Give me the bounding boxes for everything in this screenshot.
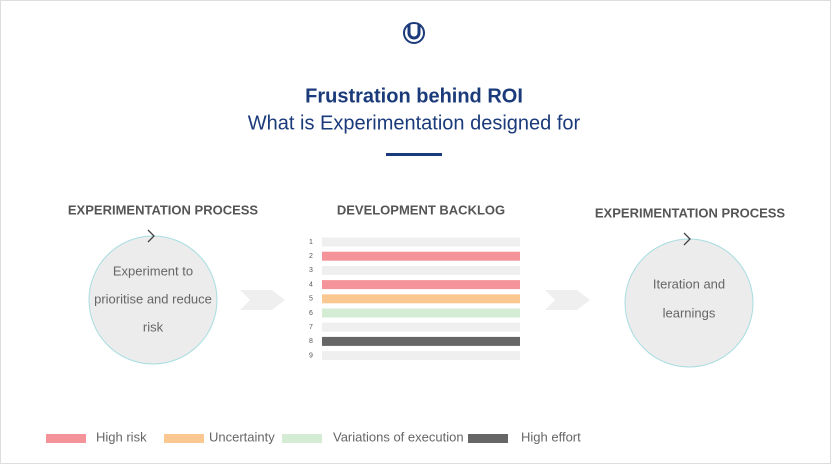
legend-swatch bbox=[282, 434, 322, 443]
legend: High risk Uncertainty Variations of execut… bbox=[46, 429, 581, 444]
backlog-row bbox=[322, 237, 520, 247]
row-number: 6 bbox=[309, 310, 313, 317]
backlog-row bbox=[322, 351, 520, 361]
backlog-row bbox=[322, 265, 520, 275]
chevron bbox=[683, 232, 691, 246]
circle-text: Iteration and bbox=[653, 276, 725, 291]
chevron bbox=[147, 229, 155, 243]
row-number: 2 bbox=[309, 253, 313, 260]
backlog-row bbox=[322, 322, 520, 332]
section-heading: EXPERIMENTATION PROCESS bbox=[68, 202, 259, 217]
backlog: 1 2 3 4 5 6 7 8 9 bbox=[309, 237, 520, 361]
backlog-row bbox=[322, 336, 520, 346]
title: Frustration behind ROI bbox=[305, 85, 523, 107]
legend-label: High effort bbox=[521, 429, 581, 444]
row-number: 3 bbox=[309, 267, 313, 274]
circle bbox=[624, 238, 754, 368]
legend-swatch bbox=[468, 434, 508, 443]
backlog-row bbox=[322, 294, 520, 304]
section-heading: EXPERIMENTATION PROCESS bbox=[595, 205, 786, 220]
arrow bbox=[240, 290, 285, 310]
row-number: 5 bbox=[309, 296, 313, 303]
divider bbox=[386, 153, 442, 156]
legend-label: Variations of execution bbox=[333, 429, 464, 444]
row-number: 9 bbox=[309, 352, 313, 359]
subtitle: What is Experimentation designed for bbox=[248, 112, 581, 134]
circle-text: prioritise and reduce bbox=[94, 291, 212, 306]
legend-swatch bbox=[164, 434, 204, 443]
row-number: 7 bbox=[309, 324, 313, 331]
backlog-row bbox=[322, 308, 520, 318]
row-number: 1 bbox=[309, 239, 313, 246]
circle-text: Experiment to bbox=[113, 263, 193, 278]
legend-label: High risk bbox=[96, 429, 147, 444]
legend-swatch bbox=[46, 434, 86, 443]
row-number: 4 bbox=[309, 281, 313, 288]
row-number: 8 bbox=[309, 338, 313, 345]
arrow bbox=[545, 290, 590, 310]
circle bbox=[88, 235, 218, 365]
legend-label: Uncertainty bbox=[209, 429, 275, 444]
circle-text: learnings bbox=[663, 305, 716, 320]
logo bbox=[403, 22, 425, 44]
circle-text: risk bbox=[143, 319, 164, 334]
backlog-row bbox=[322, 280, 520, 290]
backlog-row bbox=[322, 251, 520, 261]
section-heading: DEVELOPMENT BACKLOG bbox=[337, 202, 505, 217]
